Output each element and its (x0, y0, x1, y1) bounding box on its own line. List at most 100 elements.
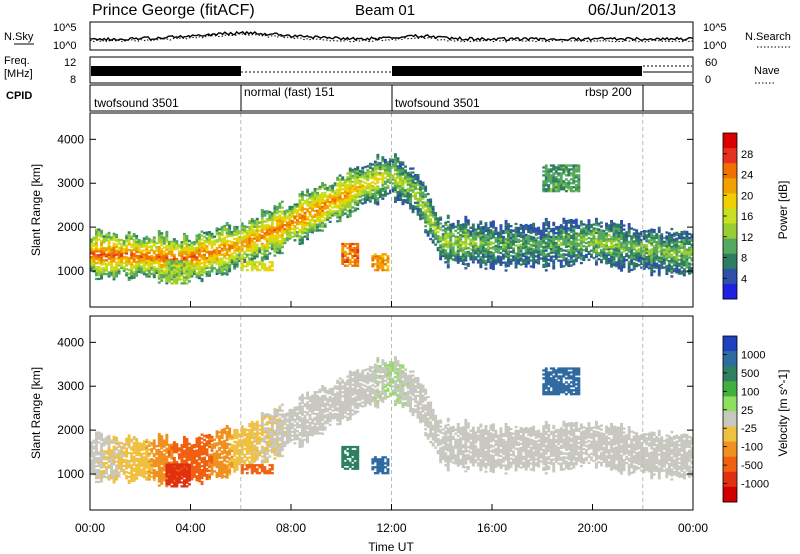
power-cell (250, 255, 254, 258)
power-cell (185, 250, 189, 254)
power-cell (132, 266, 136, 269)
power-cell (592, 237, 596, 240)
velocity-cell (90, 451, 93, 454)
power-cell (592, 243, 596, 246)
power-cell (577, 252, 581, 255)
power-cell (660, 239, 664, 242)
power-cell (366, 177, 370, 180)
power-cell (172, 264, 176, 267)
power-cell (406, 189, 410, 192)
power-cell (378, 255, 382, 258)
power-cell (203, 263, 206, 266)
power-cell (577, 248, 581, 251)
power-cell (645, 250, 649, 253)
power-cell (524, 233, 528, 237)
power-cell (117, 254, 121, 257)
power-cell (665, 245, 669, 248)
power-cell (471, 237, 475, 240)
power-cell (416, 175, 420, 179)
power-cell (660, 256, 664, 260)
power-cell (529, 265, 533, 268)
power-cell (228, 244, 232, 247)
power-cell (569, 256, 573, 259)
power-cell (223, 262, 227, 265)
power-cell (456, 235, 460, 239)
power-cell (243, 260, 247, 263)
power-cell (255, 231, 259, 234)
power-cell (426, 206, 430, 209)
power-cell (399, 167, 402, 170)
power-cell (680, 250, 684, 253)
power-cell (205, 264, 209, 268)
power-cell (183, 266, 186, 269)
power-cell (368, 190, 372, 193)
power-cell (552, 164, 556, 167)
power-cell (278, 218, 282, 221)
power-cell (391, 188, 395, 191)
power-cell (419, 184, 422, 187)
power-cell (552, 182, 556, 185)
power-cell (351, 198, 355, 201)
power-cell (630, 227, 634, 230)
power-cell (90, 264, 93, 267)
power-cell (476, 247, 480, 250)
power-cell (253, 255, 257, 258)
velocity-cell (110, 449, 113, 452)
power-cell (127, 243, 131, 246)
power-cell (167, 264, 171, 267)
power-cell (564, 227, 568, 231)
power-cell (514, 254, 518, 257)
power-cell (343, 212, 347, 215)
power-cell (240, 226, 244, 229)
power-cell (665, 270, 669, 274)
power-cell (366, 183, 370, 186)
power-cell (378, 267, 382, 270)
power-cell (132, 252, 136, 256)
power-cell (574, 166, 578, 169)
power-cell (439, 222, 443, 225)
power-cell (135, 250, 139, 254)
power-cell (487, 252, 490, 255)
power-cell (203, 269, 206, 272)
power-cell (610, 229, 613, 233)
power-cell (311, 217, 314, 220)
velocity-cell (105, 470, 108, 473)
power-cell (270, 245, 274, 249)
velocity-cell (105, 456, 108, 459)
power-cell (348, 242, 352, 246)
power-cell (549, 188, 553, 191)
power-cell (456, 249, 460, 252)
power-cell (547, 235, 551, 238)
y-tick-label: 2000 (57, 220, 84, 234)
velocity-cell (95, 469, 98, 472)
power-cell (283, 239, 287, 243)
power-cell (429, 200, 433, 203)
power-cell (361, 198, 365, 201)
power-cell (268, 240, 272, 243)
power-cell (479, 263, 483, 267)
power-cell (517, 244, 520, 247)
power-cell (517, 250, 520, 253)
power-cell (368, 172, 372, 175)
power-cell (268, 261, 272, 264)
power-cell (326, 200, 330, 203)
power-cell (564, 168, 568, 171)
power-cell (544, 182, 548, 185)
power-cell (527, 258, 531, 261)
power-cell (363, 187, 367, 190)
power-cell (225, 231, 229, 235)
power-cell (301, 236, 304, 239)
power-cell (381, 255, 385, 258)
power-cell (484, 227, 488, 231)
power-cell (590, 255, 593, 258)
velocity-cell (125, 459, 129, 462)
power-cell (416, 211, 420, 214)
power-cell (343, 254, 347, 258)
power-cell (615, 243, 618, 246)
power-cell (579, 238, 583, 241)
power-cell (514, 226, 518, 229)
power-cell (90, 256, 93, 259)
power-cell (627, 266, 631, 269)
power-cell (228, 228, 232, 231)
power-cell (110, 264, 113, 267)
